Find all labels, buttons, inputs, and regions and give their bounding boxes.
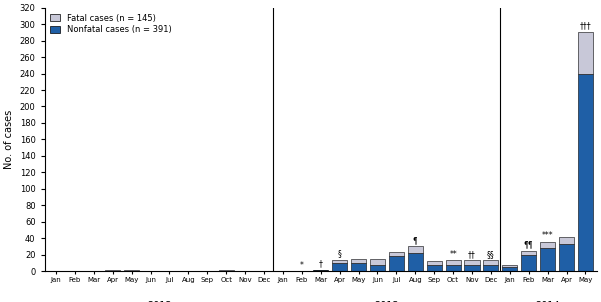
- Bar: [351, 259, 366, 263]
- Bar: [389, 256, 404, 271]
- Bar: [407, 253, 423, 271]
- Bar: [502, 267, 517, 271]
- Text: **: **: [449, 250, 457, 259]
- Bar: [332, 263, 347, 271]
- Bar: [389, 252, 404, 256]
- Bar: [540, 248, 555, 271]
- Bar: [445, 265, 461, 271]
- Text: 2012: 2012: [148, 301, 172, 302]
- Bar: [427, 261, 442, 265]
- Bar: [332, 260, 347, 263]
- Bar: [465, 260, 480, 265]
- Bar: [105, 269, 120, 271]
- Bar: [445, 260, 461, 265]
- Text: †††: †††: [580, 22, 591, 31]
- Bar: [578, 32, 593, 74]
- Bar: [559, 244, 574, 271]
- Bar: [427, 265, 442, 271]
- Bar: [540, 242, 555, 248]
- Bar: [124, 270, 139, 271]
- Bar: [521, 251, 536, 255]
- Bar: [578, 74, 593, 271]
- Y-axis label: No. of cases: No. of cases: [4, 110, 14, 169]
- Bar: [370, 265, 385, 271]
- Text: †: †: [319, 259, 323, 268]
- Bar: [521, 255, 536, 271]
- Bar: [483, 260, 498, 265]
- Text: ¶: ¶: [413, 236, 418, 245]
- Bar: [407, 246, 423, 253]
- Legend: Fatal cases (n = 145), Nonfatal cases (n = 391): Fatal cases (n = 145), Nonfatal cases (n…: [49, 12, 174, 36]
- Text: ***: ***: [542, 231, 554, 240]
- Text: 2014: 2014: [535, 301, 560, 302]
- Text: 2013: 2013: [374, 301, 399, 302]
- Bar: [483, 265, 498, 271]
- Text: §: §: [338, 249, 341, 258]
- Text: ††: ††: [468, 250, 476, 259]
- Bar: [219, 270, 234, 271]
- Bar: [351, 263, 366, 271]
- Bar: [502, 265, 517, 267]
- Bar: [465, 265, 480, 271]
- Bar: [313, 269, 328, 270]
- Bar: [370, 259, 385, 265]
- Bar: [559, 237, 574, 244]
- Text: ¶¶: ¶¶: [524, 240, 534, 249]
- Bar: [313, 270, 328, 271]
- Text: *: *: [300, 261, 304, 269]
- Text: §§: §§: [487, 250, 495, 259]
